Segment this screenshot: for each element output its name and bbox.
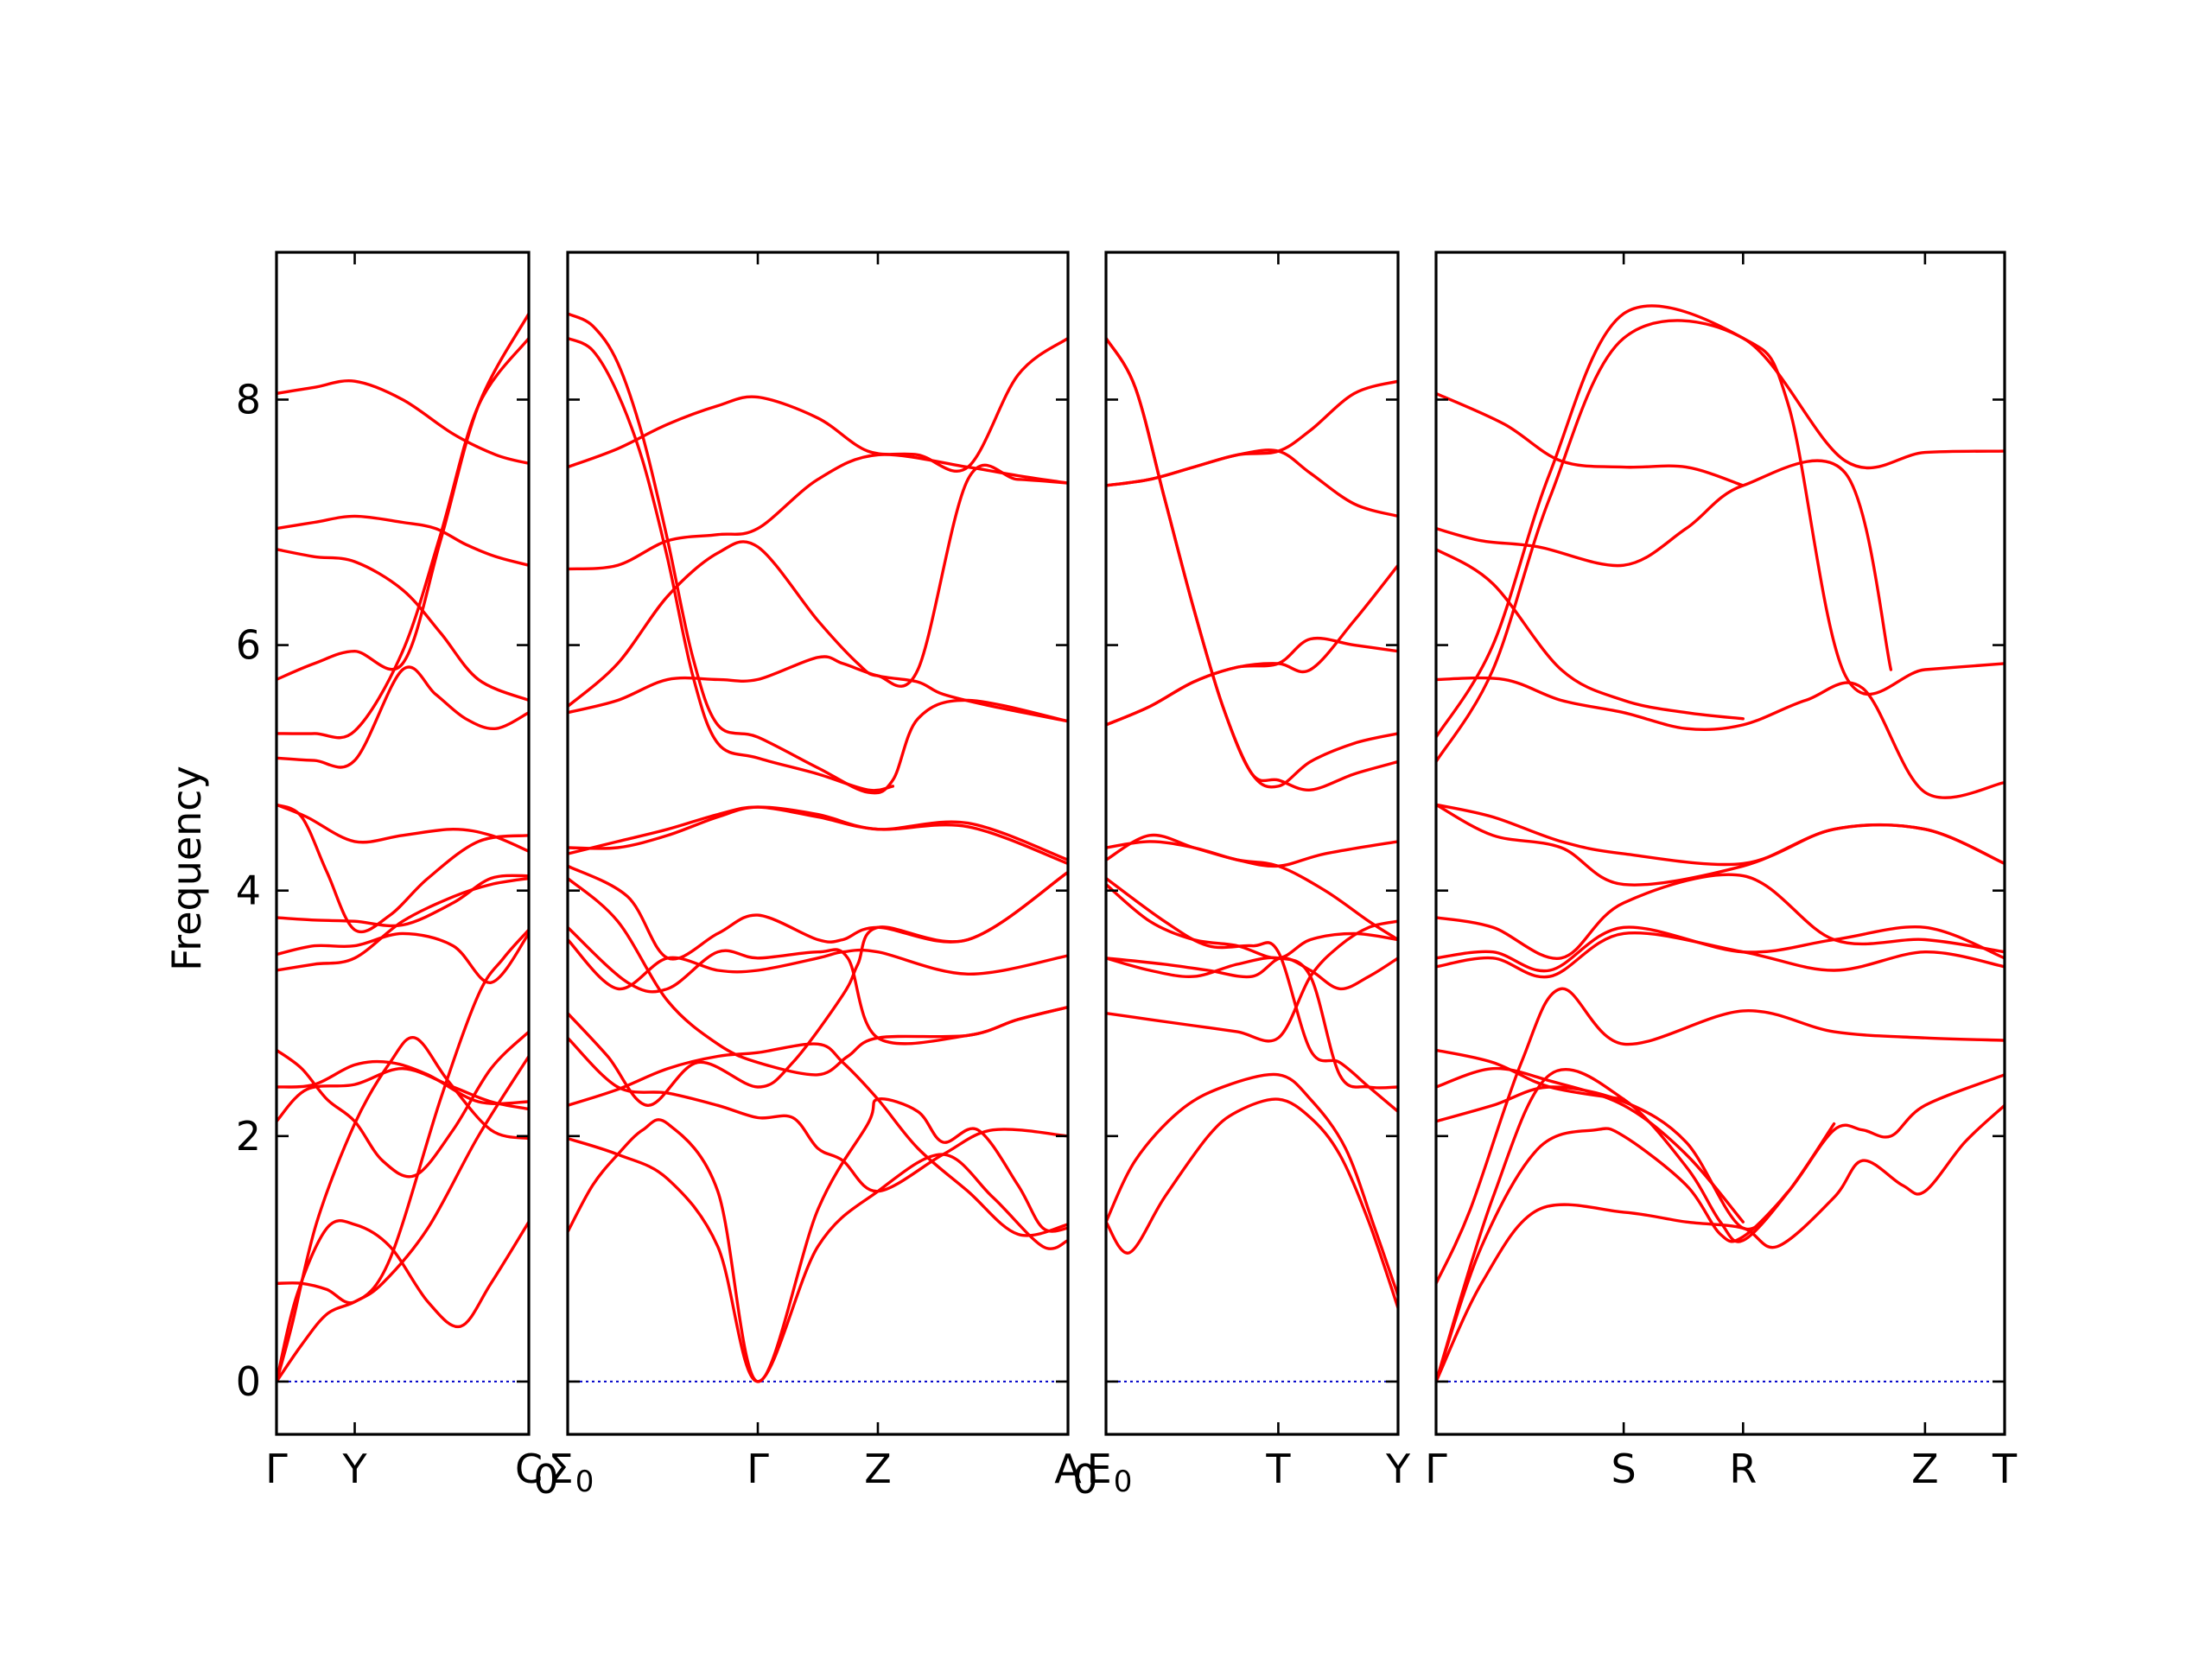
panel-3-band-11 bbox=[1106, 336, 1398, 789]
y-axis-title: Frequency bbox=[163, 766, 210, 971]
panel-1-bands bbox=[276, 312, 529, 1383]
panel-1-band-15 bbox=[276, 312, 529, 682]
panel-1-band-4 bbox=[276, 1219, 529, 1383]
panel-2-band-15 bbox=[568, 336, 1068, 474]
panel-2-band-4 bbox=[568, 1036, 1068, 1193]
panel-3-band-10 bbox=[1106, 636, 1398, 727]
panel-4-xtick-label-2: R bbox=[1729, 1446, 1757, 1492]
panel-4-band-2 bbox=[1436, 1073, 2005, 1383]
panel-2-band-16 bbox=[568, 312, 1068, 795]
panel-1-xtick-label-0: Γ bbox=[265, 1446, 288, 1492]
panel-2-xtick-label-2: Z bbox=[864, 1446, 892, 1492]
panel-3-band-14 bbox=[1106, 563, 1398, 727]
panel-2-xtick-label-3: A bbox=[1054, 1446, 1082, 1492]
panel-4-band-14 bbox=[1436, 304, 2005, 739]
panel-1-band-5 bbox=[276, 1066, 529, 1123]
y-tick-label-0: 0 bbox=[236, 1358, 261, 1405]
panel-1-band-16 bbox=[276, 548, 529, 702]
panel-1-xtick-label-2: C bbox=[515, 1446, 543, 1492]
panel-2-band-17 bbox=[568, 336, 894, 792]
y-tick-label-8: 8 bbox=[236, 376, 261, 423]
panel-4-band-1 bbox=[1436, 1103, 2005, 1383]
panel-2-bands bbox=[568, 312, 1068, 1383]
panel-4-band-12 bbox=[1436, 803, 2005, 887]
panel-1-band-13 bbox=[276, 665, 529, 769]
panel-1-band-18 bbox=[276, 379, 529, 465]
panel-3-xtick-label-2: Y bbox=[1385, 1446, 1411, 1492]
panel-4-band-15 bbox=[1436, 676, 2005, 799]
panel-1-frame bbox=[275, 251, 531, 1436]
panel-3-band-15 bbox=[1106, 336, 1398, 791]
panel-3-band-9 bbox=[1106, 840, 1398, 942]
panel-4-xtick-label-1: S bbox=[1611, 1446, 1637, 1492]
panel-4-band-16 bbox=[1436, 548, 1745, 721]
panel-4-band-4 bbox=[1436, 987, 2005, 1285]
panel-4-band-18 bbox=[1436, 391, 1745, 487]
panel-4-band-11 bbox=[1436, 803, 2005, 867]
panel-3-xtick-label-1: T bbox=[1265, 1446, 1291, 1492]
panel-4-band-7 bbox=[1436, 1048, 1625, 1101]
panel-3-band-5 bbox=[1106, 957, 1398, 991]
panel-2-band-9 bbox=[568, 864, 1068, 961]
panel-2-frame bbox=[566, 251, 1070, 1436]
panel-2-band-11 bbox=[568, 805, 1068, 861]
panel-2-band-13 bbox=[568, 463, 1068, 709]
panel-4-band-5 bbox=[1436, 1085, 1790, 1231]
panel-2-band-1 bbox=[568, 1097, 1068, 1383]
panel-3-band-2 bbox=[1106, 1072, 1398, 1298]
y-tick-label-4: 4 bbox=[236, 868, 261, 914]
panel-4-band-3 bbox=[1436, 1068, 1836, 1383]
panel-1-band-9 bbox=[276, 931, 529, 984]
panel-1: Γ Y C0 bbox=[265, 251, 559, 1503]
panel-3-frame bbox=[1104, 251, 1400, 1436]
panel-2: Σ0 Γ Z A0 bbox=[549, 251, 1098, 1503]
panel-4-xtick-label-4: T bbox=[1992, 1446, 2018, 1492]
panel-3-band-7 bbox=[1106, 876, 1398, 1114]
panel-1-xtick-label-1: Y bbox=[341, 1446, 367, 1492]
panel-3-bands bbox=[1106, 336, 1398, 1310]
panel-1-band-7 bbox=[276, 1059, 529, 1105]
y-tick-labels: 0 2 4 6 8 bbox=[236, 376, 261, 1404]
panel-1-band-8 bbox=[276, 876, 529, 972]
panel-1-band-11 bbox=[276, 803, 529, 934]
panel-4-xtick-label-3: Z bbox=[1911, 1446, 1939, 1492]
panel-1-band-17 bbox=[276, 514, 529, 567]
panel-4-band-17 bbox=[1436, 459, 1893, 671]
panel-2-band-8 bbox=[568, 876, 1068, 1077]
panel-3-xtick-label-0: E0 bbox=[1087, 1446, 1133, 1499]
panel-3-band-1 bbox=[1106, 1097, 1398, 1310]
panel-3-band-6 bbox=[1106, 882, 1398, 960]
panel-2-band-12 bbox=[568, 655, 1068, 723]
panel-2-band-2 bbox=[568, 1136, 1068, 1383]
panel-3-band-3 bbox=[1106, 919, 1398, 1043]
panel-3-xtick-subscript: 0 bbox=[1114, 1465, 1133, 1499]
panel-3: E0 T Y bbox=[1087, 251, 1411, 1499]
y-tick-label-6: 6 bbox=[236, 622, 261, 669]
panel-3-band-13 bbox=[1106, 448, 1398, 518]
panel-1-band-6 bbox=[276, 1030, 529, 1179]
panel-1-band-12 bbox=[276, 803, 529, 853]
panel-2-band-14 bbox=[568, 453, 1068, 571]
panel-1-band-2 bbox=[276, 1054, 529, 1383]
panel-2-xtick-label-0: Σ0 bbox=[549, 1446, 594, 1499]
panel-2-band-3 bbox=[568, 1042, 1068, 1237]
panel-2-band-6 bbox=[568, 938, 1068, 991]
panel-2-xtick-label-1: Γ bbox=[747, 1446, 769, 1492]
panel-2-xtick-subscript: 0 bbox=[575, 1465, 594, 1499]
panel-1-band-10 bbox=[276, 874, 529, 928]
panel-4-band-9 bbox=[1436, 925, 2005, 973]
panel-2-corner-label: 0 bbox=[1072, 1456, 1097, 1503]
panel-2-band-7 bbox=[568, 925, 1068, 1046]
panel-4-band-13 bbox=[1436, 319, 2005, 764]
y-tick-label-2: 2 bbox=[236, 1113, 261, 1160]
panel-1-band-1 bbox=[276, 1036, 529, 1383]
panel-1-band-3 bbox=[276, 928, 529, 1305]
panel-1-corner-label: 0 bbox=[533, 1456, 558, 1503]
panel-4-bands bbox=[1436, 304, 2005, 1383]
panel-4-frame bbox=[1434, 251, 2006, 1436]
panel-4-xtick-label-0: Γ bbox=[1425, 1446, 1447, 1492]
